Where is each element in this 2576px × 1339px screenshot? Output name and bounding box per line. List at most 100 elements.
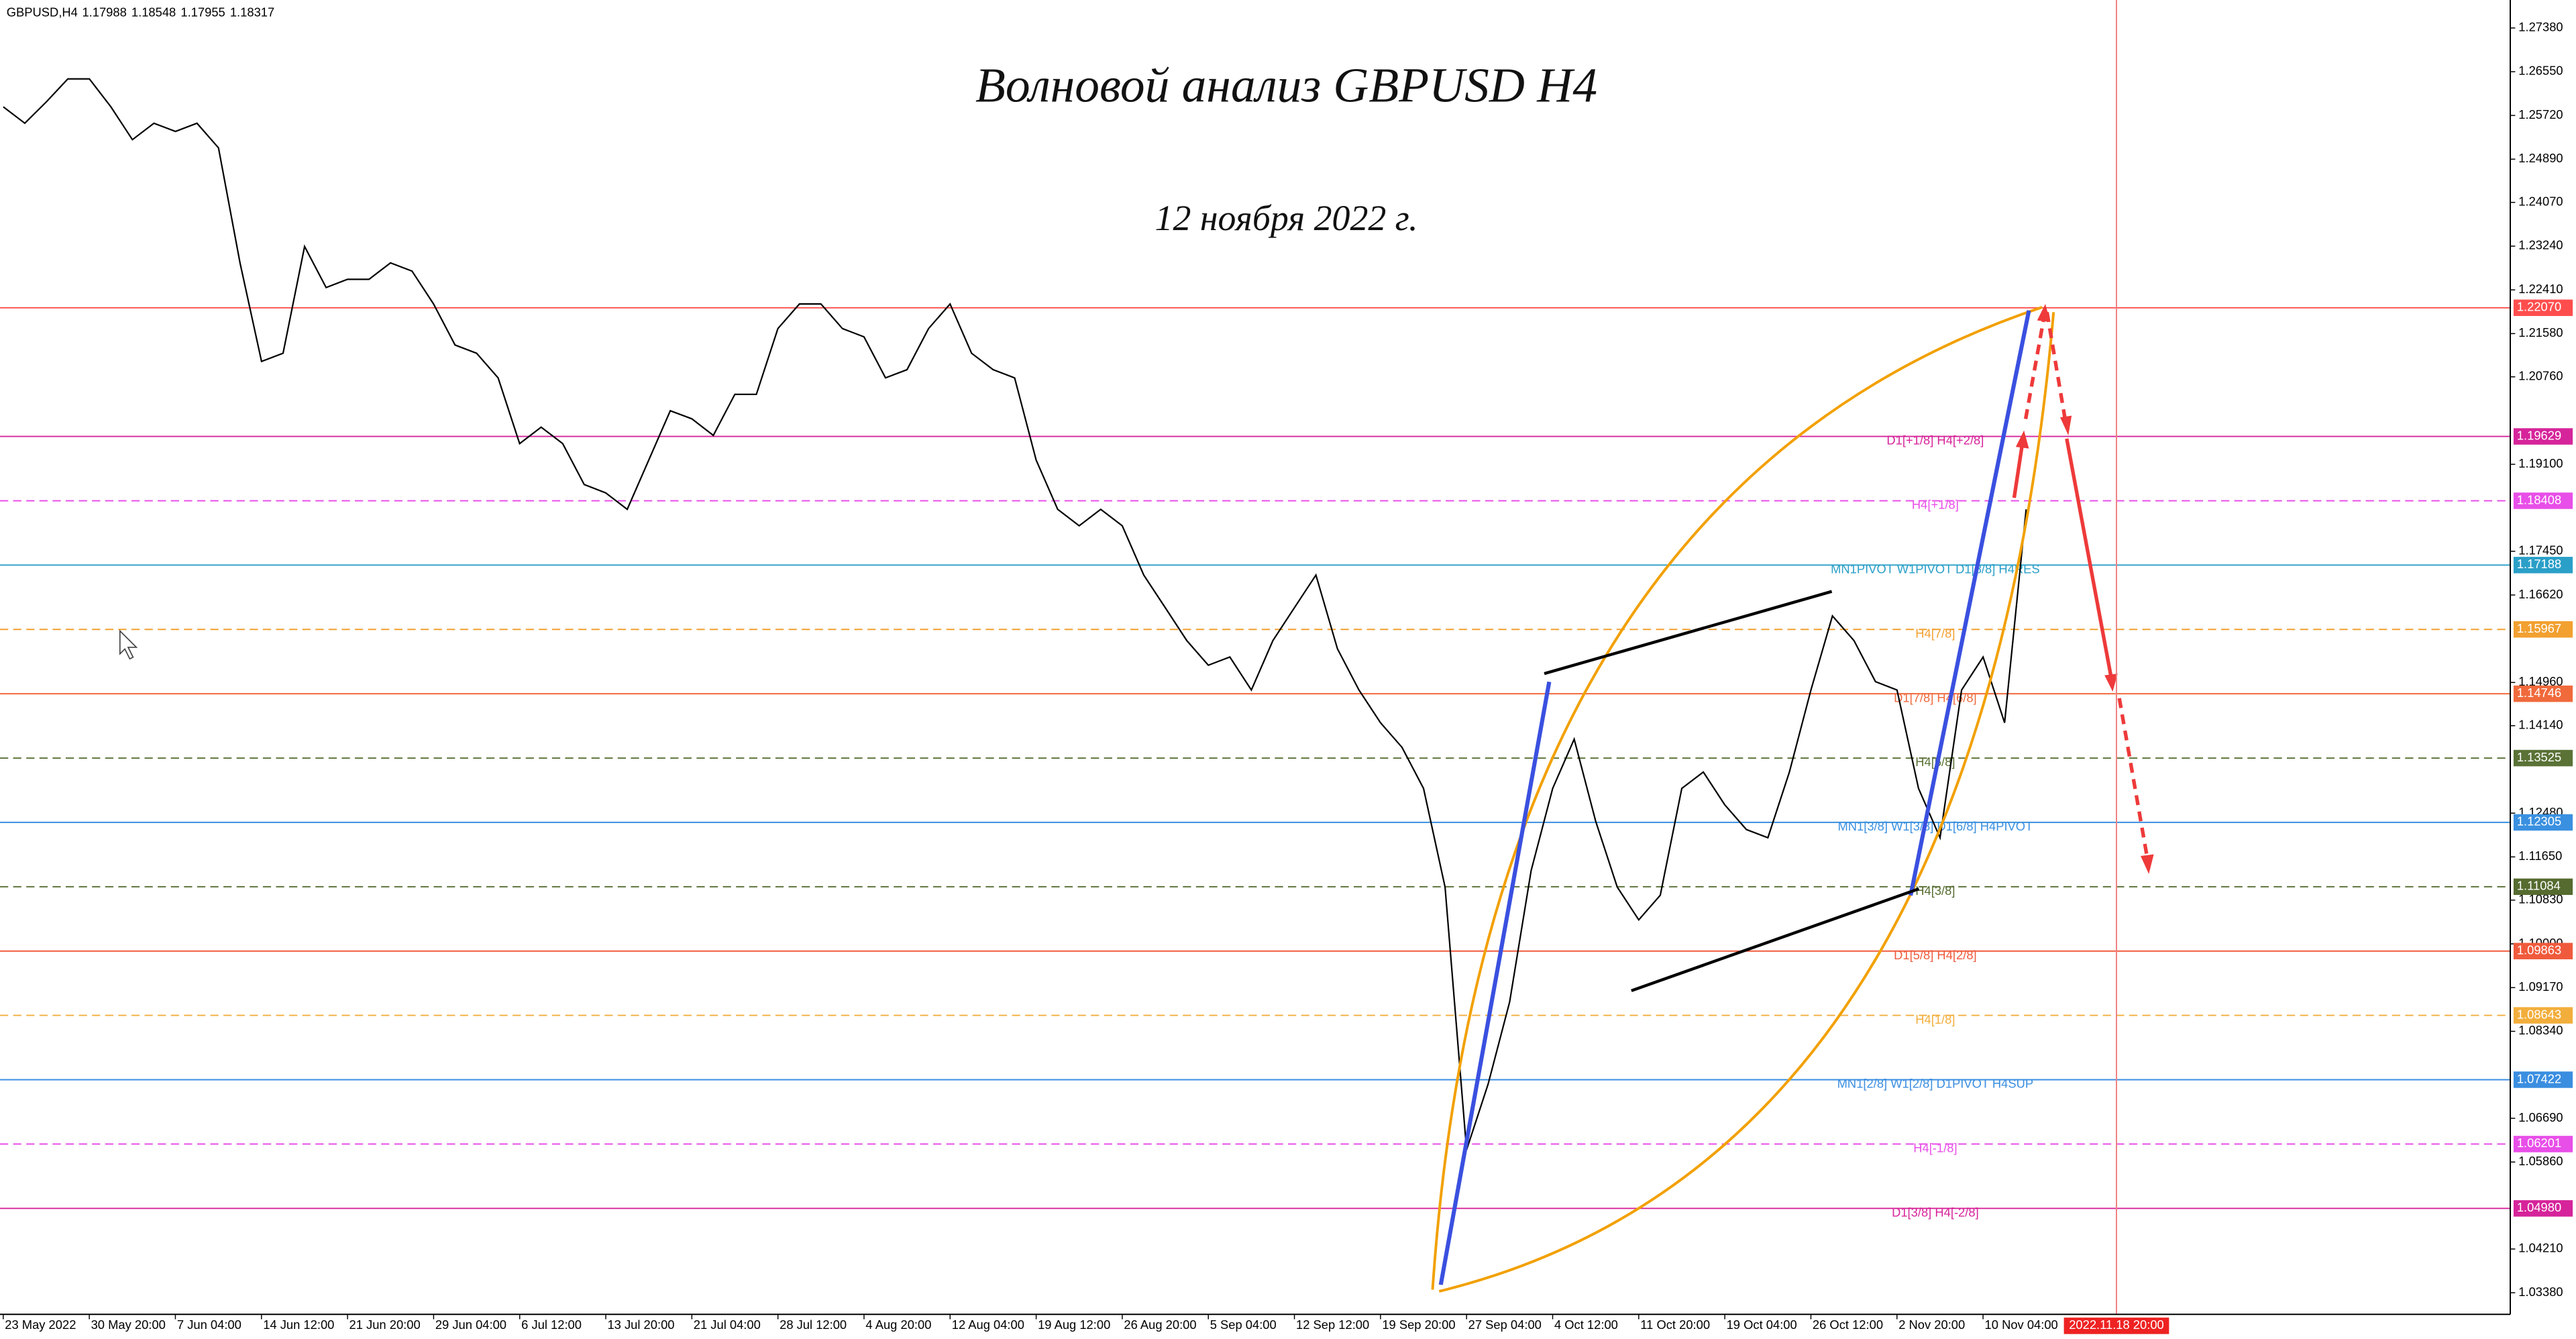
level-price-box	[2513, 428, 2573, 445]
level-label: H4[1/8]	[1915, 1012, 1955, 1026]
level-price-label: 1.06201	[2517, 1136, 2561, 1150]
x-tick-label: 19 Aug 12:00	[1038, 1318, 1110, 1332]
level-price-label: 1.15967	[2517, 621, 2561, 635]
x-tick-label: 12 Sep 12:00	[1296, 1318, 1369, 1332]
x-tick-label: 7 Jun 04:00	[177, 1318, 241, 1332]
y-tick-label: 1.05860	[2518, 1154, 2563, 1168]
level-label: H4[+1/8]	[1912, 498, 1959, 512]
y-tick-label: 1.23240	[2518, 238, 2563, 252]
arrow	[2065, 438, 2113, 678]
level-label: D1[+1/8] H4[+2/8]	[1886, 433, 1984, 447]
y-tick-label: 1.27380	[2518, 20, 2563, 34]
level-label: D1[5/8] H4[2/8]	[1894, 948, 1977, 962]
level-price-box	[2513, 621, 2573, 638]
y-tick-label: 1.25720	[2518, 107, 2563, 121]
level-label: H4[7/8]	[1915, 626, 1955, 640]
trend-line	[1438, 681, 1552, 1285]
x-tick-label: 5 Sep 04:00	[1210, 1318, 1277, 1332]
x-tick-label: 11 Oct 20:00	[1640, 1318, 1710, 1332]
axes: 1.27380 1.26550 1.25720 1.24890 1.24070 1.232…	[3, 20, 2573, 1334]
x-tick-label: 19 Sep 20:00	[1382, 1318, 1455, 1332]
ohlc-value: 1.18548	[131, 5, 176, 19]
arc	[1431, 306, 2043, 1290]
x-tick-label: 21 Jun 20:00	[350, 1318, 421, 1332]
cursor-box	[2063, 1318, 2169, 1334]
level-label: D1[7/8] H4[6/8]	[1894, 690, 1977, 704]
y-tick-label: 1.09170	[2518, 979, 2563, 994]
price-line	[3, 78, 2027, 1150]
y-tick-label: 1.17450	[2518, 543, 2563, 557]
price	[3, 78, 2027, 1150]
level-price-label: 1.14746	[2517, 686, 2561, 700]
x-tick-label: 30 May 20:00	[91, 1318, 166, 1332]
chart-subtitle: 12 ноября 2022 г.	[1155, 198, 1418, 238]
x-tick-label: 12 Aug 04:00	[952, 1318, 1024, 1332]
ohlc-value: 1.18317	[230, 5, 274, 19]
arrow-head	[2141, 854, 2154, 874]
y-tick-label: 1.04210	[2518, 1241, 2563, 1255]
level-price-box	[2513, 299, 2573, 317]
levels: D1[+1/8] H4[+2/8] H4[+1/8] MN1PIVOT W1PIVO…	[0, 307, 2511, 1220]
y-tick-label: 1.19100	[2518, 456, 2563, 470]
symbol: GBPUSD,H4	[7, 5, 78, 19]
ohlc-value: 1.17988	[82, 5, 126, 19]
level-price-label: 1.18408	[2517, 492, 2561, 506]
level-price-label: 1.13525	[2517, 750, 2561, 764]
level-price-label: 1.17188	[2517, 557, 2561, 571]
y-tick-label: 1.14960	[2518, 674, 2563, 688]
x-tick-label: 29 Jun 04:00	[435, 1318, 506, 1332]
level-price-box	[2513, 685, 2573, 702]
cursor-label: 2022.11.18 20:00	[2069, 1318, 2164, 1332]
level-label: MN1[2/8] W1[2/8] D1PIVOT H4SUP	[1837, 1077, 2034, 1091]
level-label: H4[-1/8]	[1913, 1141, 1957, 1155]
level-price-box	[2513, 749, 2573, 767]
y-tick-label: 1.06690	[2518, 1110, 2563, 1124]
x-tick-label: 23 May 2022	[5, 1318, 76, 1332]
y-tick-label: 1.21580	[2518, 325, 2563, 339]
arrow	[2045, 311, 2068, 419]
trend-line	[1909, 310, 2031, 896]
x-tick-label: 21 Jul 04:00	[694, 1318, 761, 1332]
level-price-box	[2513, 943, 2573, 959]
y-tick-label: 1.08340	[2518, 1023, 2563, 1037]
x-tick-label: 6 Jul 12:00	[521, 1318, 582, 1332]
level-price-box	[2513, 1136, 2573, 1153]
level-label: H4[3/8]	[1915, 883, 1955, 898]
level-price-box	[2513, 878, 2573, 896]
level-price-label: 1.19629	[2517, 428, 2561, 442]
level-price-label: 1.11084	[2517, 879, 2561, 893]
x-tick-label: 10 Nov 04:00	[1985, 1318, 2058, 1332]
level-price-box	[2513, 1200, 2573, 1217]
y-tick-label: 1.14140	[2518, 718, 2563, 732]
y-tick-label: 1.26550	[2518, 64, 2563, 78]
level-price-box	[2513, 492, 2573, 509]
level-label: D1[3/8] H4[-2/8]	[1892, 1206, 1979, 1220]
y-tick-label: 1.16620	[2518, 587, 2563, 601]
y-tick-label: 1.11650	[2518, 849, 2562, 863]
x-tick-label: 2 Nov 20:00	[1898, 1318, 1965, 1332]
x-tick-label: 14 Jun 12:00	[263, 1318, 334, 1332]
x-tick-label: 26 Aug 20:00	[1124, 1318, 1196, 1332]
y-tick-label: 1.20760	[2518, 369, 2563, 383]
level-price-box	[2513, 1007, 2573, 1024]
level-price-label: 1.09863	[2517, 943, 2561, 957]
level-price-label: 1.12305	[2517, 814, 2561, 828]
drawings	[119, 304, 2154, 1293]
y-tick-label: 1.10830	[2518, 892, 2563, 906]
y-tick-label: 1.24890	[2518, 151, 2563, 165]
arrow-head	[2015, 430, 2029, 449]
arrow-head	[2104, 674, 2118, 692]
level-price-box	[2513, 814, 2573, 831]
x-tick-label: 28 Jul 12:00	[780, 1318, 847, 1332]
arrow	[2117, 698, 2149, 858]
x-tick-label: 4 Aug 20:00	[865, 1318, 931, 1332]
x-tick-label: 19 Oct 04:00	[1727, 1318, 1797, 1332]
level-price-label: 1.08643	[2517, 1007, 2561, 1021]
level-price-label: 1.07422	[2517, 1071, 2561, 1085]
ohlc-value: 1.17955	[180, 5, 225, 19]
x-tick-label: 27 Sep 04:00	[1468, 1318, 1542, 1332]
x-tick-label: 4 Oct 12:00	[1554, 1318, 1618, 1332]
level-price-label: 1.04980	[2517, 1200, 2561, 1214]
